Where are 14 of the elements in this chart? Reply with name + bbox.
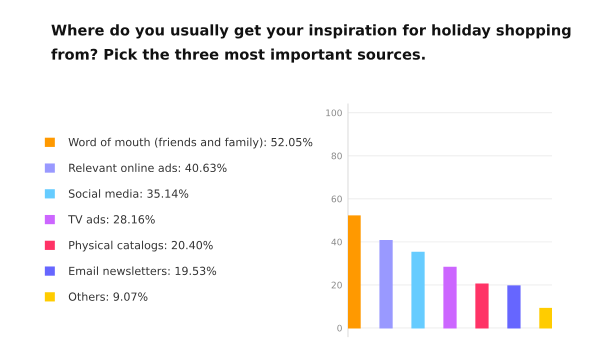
y-tick-label: 60: [332, 196, 342, 202]
legend-label: Social media: 35.14%: [68, 189, 188, 198]
legend-label: TV ads: 28.16%: [68, 214, 155, 224]
y-tick-label: 100: [326, 109, 342, 116]
y-tick-label: 0: [337, 324, 342, 332]
legend-label: Others: 9.07%: [68, 292, 148, 301]
y-tick-label: 40: [331, 238, 342, 246]
y-tick-label: 80: [332, 152, 342, 160]
y-tick-label: 20: [332, 282, 342, 288]
legend-label: Word of mouth (friends and family): 52.05%: [68, 138, 312, 148]
legend-label: Email newsletters: 19.53%: [69, 266, 216, 276]
chart-title: Where do you usually get your inspiration for holiday shopping from? Pick the three most important sources.: [51, 24, 570, 63]
legend-label: Relevant online ads: 40.63%: [69, 163, 227, 172]
legend-label: Physical catalogs: 20.40%: [69, 240, 213, 252]
